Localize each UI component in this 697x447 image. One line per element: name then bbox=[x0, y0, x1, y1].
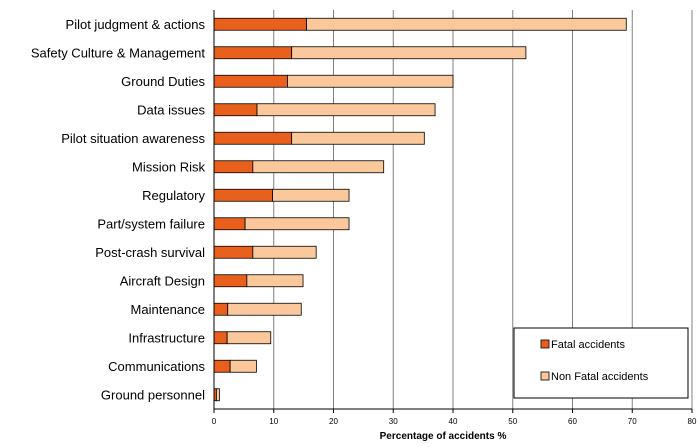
bar-non-fatal bbox=[246, 274, 304, 288]
x-axis-title: Percentage of accidents % bbox=[380, 431, 507, 442]
category-label: Pilot judgment & actions bbox=[66, 17, 206, 32]
bar-non-fatal bbox=[226, 331, 272, 345]
category-label: Part/system failure bbox=[97, 216, 205, 231]
category-label: Data issues bbox=[137, 102, 205, 117]
bar-non-fatal bbox=[227, 302, 302, 316]
x-tick-label: 70 bbox=[628, 417, 637, 426]
x-tick-label: 40 bbox=[449, 417, 458, 426]
x-tick-label: 50 bbox=[508, 417, 517, 426]
bar-fatal bbox=[213, 217, 246, 231]
category-label: Pilot situation awareness bbox=[61, 131, 205, 146]
x-tick-label: 30 bbox=[389, 417, 398, 426]
category-label: Ground Duties bbox=[121, 74, 205, 89]
category-label: Mission Risk bbox=[132, 159, 205, 174]
bar-non-fatal bbox=[244, 217, 350, 231]
bar-non-fatal bbox=[252, 160, 385, 174]
bars bbox=[213, 17, 627, 402]
x-tick-label: 10 bbox=[269, 417, 278, 426]
category-label: Regulatory bbox=[142, 188, 205, 203]
bar-non-fatal bbox=[256, 103, 436, 117]
legend-label-non-fatal: Non Fatal accidents bbox=[551, 371, 649, 383]
bar-non-fatal bbox=[287, 74, 454, 88]
category-label: Aircraft Design bbox=[120, 273, 205, 288]
bar-fatal bbox=[213, 17, 308, 31]
bar-non-fatal bbox=[291, 46, 527, 60]
bar-non-fatal bbox=[291, 131, 425, 145]
bar-fatal bbox=[213, 160, 254, 174]
category-label: Maintenance bbox=[131, 302, 205, 317]
bar-non-fatal bbox=[229, 359, 257, 373]
category-label: Ground personnel bbox=[101, 387, 205, 402]
category-label: Post-crash survival bbox=[95, 245, 205, 260]
bar-fatal bbox=[213, 46, 293, 60]
category-label: Communications bbox=[108, 359, 205, 374]
bar-non-fatal bbox=[306, 17, 627, 31]
bar-non-fatal bbox=[215, 388, 220, 402]
bar-fatal bbox=[213, 302, 229, 316]
category-label: Infrastructure bbox=[128, 330, 205, 345]
bar-fatal bbox=[213, 359, 231, 373]
legend-label-fatal: Fatal accidents bbox=[551, 339, 625, 351]
legend: Fatal accidents Non Fatal accidents bbox=[513, 327, 689, 399]
bar-fatal bbox=[213, 188, 273, 202]
bar-fatal bbox=[213, 245, 254, 259]
bar-fatal bbox=[213, 74, 288, 88]
legend-swatch-fatal bbox=[540, 339, 550, 349]
bar-fatal bbox=[213, 103, 258, 117]
x-tick-label: 20 bbox=[329, 417, 338, 426]
bar-fatal bbox=[213, 131, 293, 145]
x-tick-labels: 0 10 20 30 40 50 60 70 80 bbox=[212, 409, 697, 426]
x-tick-label: 60 bbox=[568, 417, 577, 426]
x-tick-label: 0 bbox=[212, 417, 217, 426]
bar-fatal bbox=[213, 274, 248, 288]
category-labels: Pilot judgment & actions Safety Culture &… bbox=[31, 17, 206, 403]
bar-non-fatal bbox=[252, 245, 317, 259]
x-tick-label: 80 bbox=[688, 417, 697, 426]
bar-fatal bbox=[213, 331, 228, 345]
bar-non-fatal bbox=[272, 188, 350, 202]
legend-swatch-non-fatal bbox=[540, 371, 550, 381]
category-label: Safety Culture & Management bbox=[31, 45, 206, 60]
